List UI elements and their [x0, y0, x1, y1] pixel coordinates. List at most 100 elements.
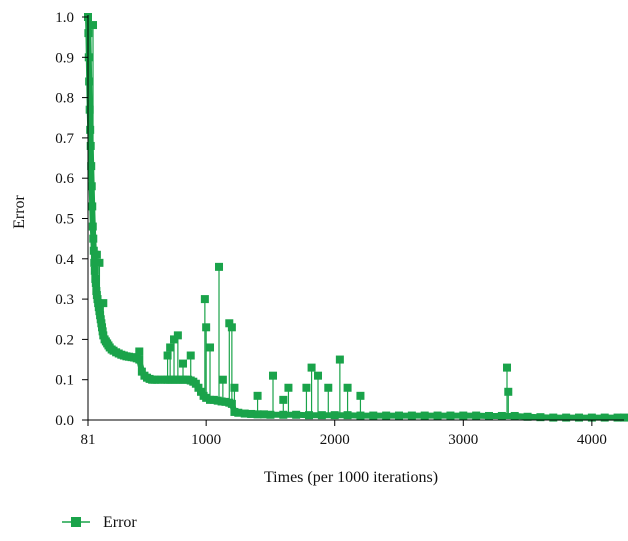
- x-tick-label: 3000: [448, 432, 478, 448]
- data-point: [317, 411, 326, 420]
- spike-point: [269, 371, 278, 380]
- spike-point: [504, 387, 513, 396]
- spike-point: [179, 359, 188, 368]
- data-point: [446, 411, 455, 420]
- data-point: [253, 410, 262, 419]
- data-point: [96, 311, 105, 320]
- data-point: [485, 411, 494, 420]
- data-point: [92, 291, 101, 300]
- data-point: [536, 413, 545, 422]
- data-point: [91, 274, 100, 283]
- data-point: [247, 409, 256, 418]
- data-point: [98, 327, 107, 336]
- data-point: [227, 399, 236, 408]
- y-tick-label: 0.4: [55, 252, 74, 268]
- data-point: [472, 411, 481, 420]
- spike-point: [356, 391, 365, 400]
- data-point: [459, 411, 468, 420]
- data-point: [92, 287, 101, 296]
- y-axis-title: Error: [11, 194, 28, 228]
- spike-point: [200, 295, 209, 304]
- spike-point: [307, 363, 316, 372]
- data-point: [95, 307, 104, 316]
- spike-point: [314, 371, 323, 380]
- data-point: [87, 182, 96, 191]
- data-point: [330, 411, 339, 420]
- legend-square-marker-icon: [71, 517, 81, 527]
- data-point: [85, 105, 94, 114]
- data-point: [562, 413, 571, 422]
- data-point: [523, 412, 532, 421]
- data-point: [369, 411, 378, 420]
- y-ticks: 0.0 0.1 0.2 0.3 0.4 0.5 0.6 0.7 0.8 0.9 1.0: [55, 10, 88, 429]
- spike-point: [186, 351, 195, 360]
- data-point: [395, 411, 404, 420]
- data-point: [91, 278, 100, 287]
- data-point: [86, 125, 95, 134]
- data-point: [497, 411, 506, 420]
- data-point: [587, 413, 596, 422]
- data-point: [510, 411, 519, 420]
- spike-point: [253, 391, 262, 400]
- data-point: [98, 323, 107, 332]
- y-tick-label: 0.3: [55, 292, 74, 308]
- data-point: [97, 319, 106, 328]
- spike-point: [163, 351, 172, 360]
- y-tick-label: 0.2: [55, 332, 74, 348]
- spike-point: [335, 355, 344, 364]
- spike-point: [230, 383, 239, 392]
- data-point: [96, 315, 105, 324]
- data-point: [407, 411, 416, 420]
- legend: Error: [62, 514, 137, 531]
- data-point: [266, 410, 275, 419]
- data-point: [234, 408, 243, 417]
- spike-point: [202, 323, 211, 332]
- spike-point: [173, 331, 182, 340]
- data-point: [89, 234, 98, 243]
- spike-point: [343, 383, 352, 392]
- data-point: [90, 258, 99, 267]
- data-point: [305, 411, 314, 420]
- y-tick-label: 0.9: [55, 50, 74, 66]
- spike-point: [225, 319, 234, 328]
- y-tick-label: 1.0: [55, 10, 74, 26]
- data-point: [549, 413, 558, 422]
- data-point: [87, 162, 96, 171]
- y-tick-label: 0.0: [55, 413, 74, 429]
- y-tick-label: 0.1: [55, 373, 74, 389]
- data-point: [613, 413, 622, 422]
- data-point: [84, 53, 93, 62]
- y-tick-label: 0.8: [55, 91, 74, 107]
- spike-point: [227, 323, 236, 332]
- data-point: [194, 383, 203, 392]
- spike-point: [95, 258, 104, 267]
- data-point: [135, 355, 144, 364]
- spike-point: [206, 343, 215, 352]
- data-point: [292, 410, 301, 419]
- data-point: [94, 303, 103, 312]
- data-point: [88, 202, 97, 211]
- data-point: [86, 141, 95, 150]
- spike-point: [135, 347, 144, 356]
- spike-point: [284, 383, 293, 392]
- spike-point: [166, 343, 175, 352]
- data-point: [420, 411, 429, 420]
- data-point: [382, 411, 391, 420]
- data-point: [433, 411, 442, 420]
- data-point: [240, 409, 249, 418]
- data-point: [575, 413, 584, 422]
- data-point: [94, 299, 103, 308]
- data-point: [99, 331, 108, 340]
- x-tick-label: 1000: [191, 432, 221, 448]
- data-point: [93, 295, 102, 304]
- spike-point: [215, 262, 224, 271]
- data-point: [197, 387, 206, 396]
- data-point: [89, 246, 98, 255]
- x-ticks: 81 1000 2000 3000 4000: [81, 420, 607, 448]
- y-tick-label: 0.5: [55, 212, 74, 228]
- data-point: [137, 367, 146, 376]
- data-point: [600, 413, 609, 422]
- spike-point: [279, 395, 288, 404]
- data-point: [620, 413, 628, 422]
